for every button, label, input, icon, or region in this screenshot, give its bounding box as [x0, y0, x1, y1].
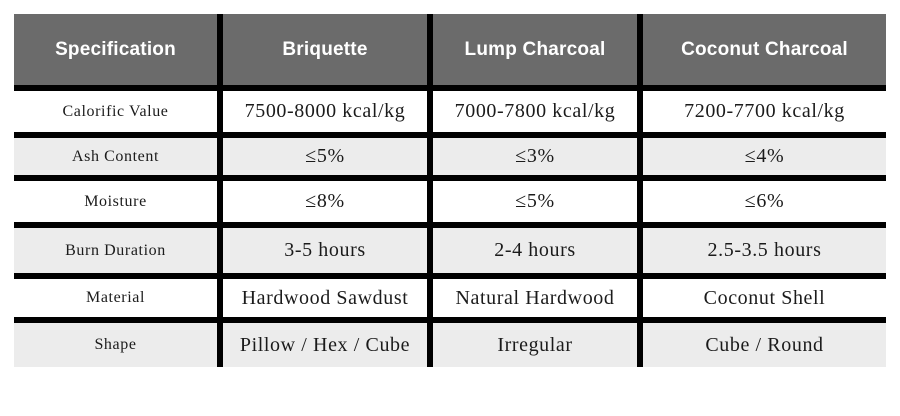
table-row-shape: Shape Pillow / Hex / Cube Irregular Cube… [11, 317, 889, 370]
value-cell: Irregular [427, 317, 643, 370]
table-row-burn-duration: Burn Duration 3-5 hours 2-4 hours 2.5-3.… [11, 222, 889, 279]
value-cell: Coconut Shell [637, 273, 889, 323]
value-cell: 7200-7700 kcal/kg [637, 85, 889, 138]
header-row: Specification Briquette Lump Charcoal Co… [11, 11, 889, 91]
value-cell: 3-5 hours [217, 222, 433, 279]
value-cell: 7000-7800 kcal/kg [427, 85, 643, 138]
value-cell: ≤4% [637, 132, 889, 181]
spec-label-calorific-value: Calorific Value [11, 85, 223, 138]
charcoal-spec-table: Specification Briquette Lump Charcoal Co… [11, 11, 889, 370]
header-cell-briquette: Briquette [217, 11, 433, 91]
table-row-calorific-value: Calorific Value 7500-8000 kcal/kg 7000-7… [11, 85, 889, 138]
value-cell: Cube / Round [637, 317, 889, 370]
value-cell: ≤3% [427, 132, 643, 181]
header-cell-coconut-charcoal: Coconut Charcoal [637, 11, 889, 91]
value-cell: Natural Hardwood [427, 273, 643, 323]
value-cell: 2-4 hours [427, 222, 643, 279]
table-row-material: Material Hardwood Sawdust Natural Hardwo… [11, 273, 889, 323]
value-cell: ≤8% [217, 175, 433, 228]
value-cell: Hardwood Sawdust [217, 273, 433, 323]
value-cell: 2.5-3.5 hours [637, 222, 889, 279]
spec-label-material: Material [11, 273, 223, 323]
value-cell: ≤5% [427, 175, 643, 228]
value-cell: ≤5% [217, 132, 433, 181]
value-cell: 7500-8000 kcal/kg [217, 85, 433, 138]
header-cell-specification: Specification [11, 11, 223, 91]
spec-label-ash-content: Ash Content [11, 132, 223, 181]
table-row-ash-content: Ash Content ≤5% ≤3% ≤4% [11, 132, 889, 181]
header-cell-lump-charcoal: Lump Charcoal [427, 11, 643, 91]
spec-label-burn-duration: Burn Duration [11, 222, 223, 279]
value-cell: Pillow / Hex / Cube [217, 317, 433, 370]
value-cell: ≤6% [637, 175, 889, 228]
spec-label-shape: Shape [11, 317, 223, 370]
spec-label-moisture: Moisture [11, 175, 223, 228]
table-row-moisture: Moisture ≤8% ≤5% ≤6% [11, 175, 889, 228]
